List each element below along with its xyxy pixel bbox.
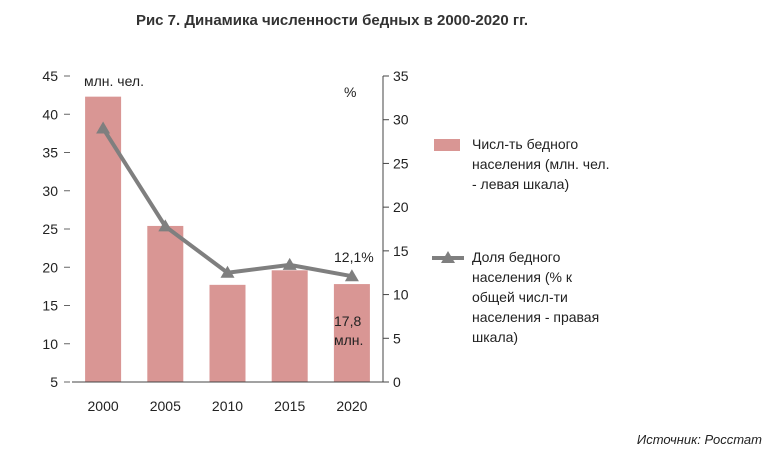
x-tick-label: 2000 (88, 398, 119, 414)
bar-2020 (333, 284, 370, 382)
last-bar-unit-label: млн. (334, 332, 363, 348)
bar-2000 (85, 96, 122, 382)
x-tick-label: 2015 (274, 398, 305, 414)
line-point-2015 (282, 257, 297, 270)
right-tick-label: 15 (393, 243, 409, 259)
right-tick-label: 25 (393, 155, 409, 171)
bar-2005 (147, 225, 184, 382)
line-point-2020 (344, 269, 359, 282)
legend-line-marker (441, 251, 455, 263)
x-tick-label: 2005 (150, 398, 181, 414)
right-axis-ticks: 0 5 10 15 20 25 30 35 (383, 68, 409, 390)
line-point-2010 (220, 265, 235, 278)
left-tick-label: 35 (42, 145, 58, 161)
left-tick-label: 20 (42, 259, 58, 275)
left-tick-label: 30 (42, 183, 58, 199)
legend-line-line-4: населения - правая (472, 309, 599, 325)
x-tick-label: 2020 (336, 398, 367, 414)
right-axis-unit: % (344, 84, 356, 100)
left-tick-label: 5 (50, 374, 58, 390)
right-tick-label: 35 (393, 68, 409, 84)
left-tick-label: 25 (42, 221, 58, 237)
line-point-2005 (158, 219, 173, 232)
last-bar-value-label: 17,8 (334, 313, 361, 329)
legend-bar-line-3: - левая шкала) (472, 176, 569, 192)
right-tick-label: 30 (393, 112, 409, 128)
right-tick-label: 20 (393, 199, 409, 215)
right-tick-label: 0 (393, 374, 401, 390)
legend: Числ-ть бедного населения (млн. чел. - л… (432, 136, 609, 345)
legend-bar-line-2: населения (млн. чел. (472, 156, 609, 172)
left-tick-label: 10 (42, 336, 58, 352)
legend-line-line-1: Доля бедного (472, 249, 561, 265)
x-axis-ticks: 2000 2005 2010 2015 2020 (88, 398, 368, 414)
legend-line-line-3: общей числ-ти (472, 289, 568, 305)
chart-title: Рис 7. Динамика численности бедных в 200… (136, 12, 528, 29)
left-tick-label: 40 (42, 106, 58, 122)
right-tick-label: 10 (393, 287, 409, 303)
line-point-2000 (96, 121, 111, 134)
source-note: Источник: Росстат (637, 432, 762, 447)
line-series (96, 121, 359, 282)
left-axis-unit: млн. чел. (84, 73, 144, 89)
legend-line-line-2: населения (% к (472, 269, 573, 285)
line-path (101, 127, 353, 279)
legend-line-line-5: шкала) (472, 329, 518, 345)
left-tick-label: 45 (42, 68, 58, 84)
legend-bar-line-1: Числ-ть бедного (472, 136, 578, 152)
x-tick-label: 2010 (212, 398, 243, 414)
legend-bar-swatch (434, 139, 460, 151)
bar-2010 (209, 284, 246, 382)
left-axis-ticks: 5 10 15 20 25 30 35 40 45 (42, 68, 70, 390)
last-line-value-label: 12,1% (334, 249, 374, 265)
bar-2015 (271, 270, 308, 382)
right-tick-label: 5 (393, 330, 401, 346)
left-tick-label: 15 (42, 298, 58, 314)
bar-series (85, 96, 370, 382)
